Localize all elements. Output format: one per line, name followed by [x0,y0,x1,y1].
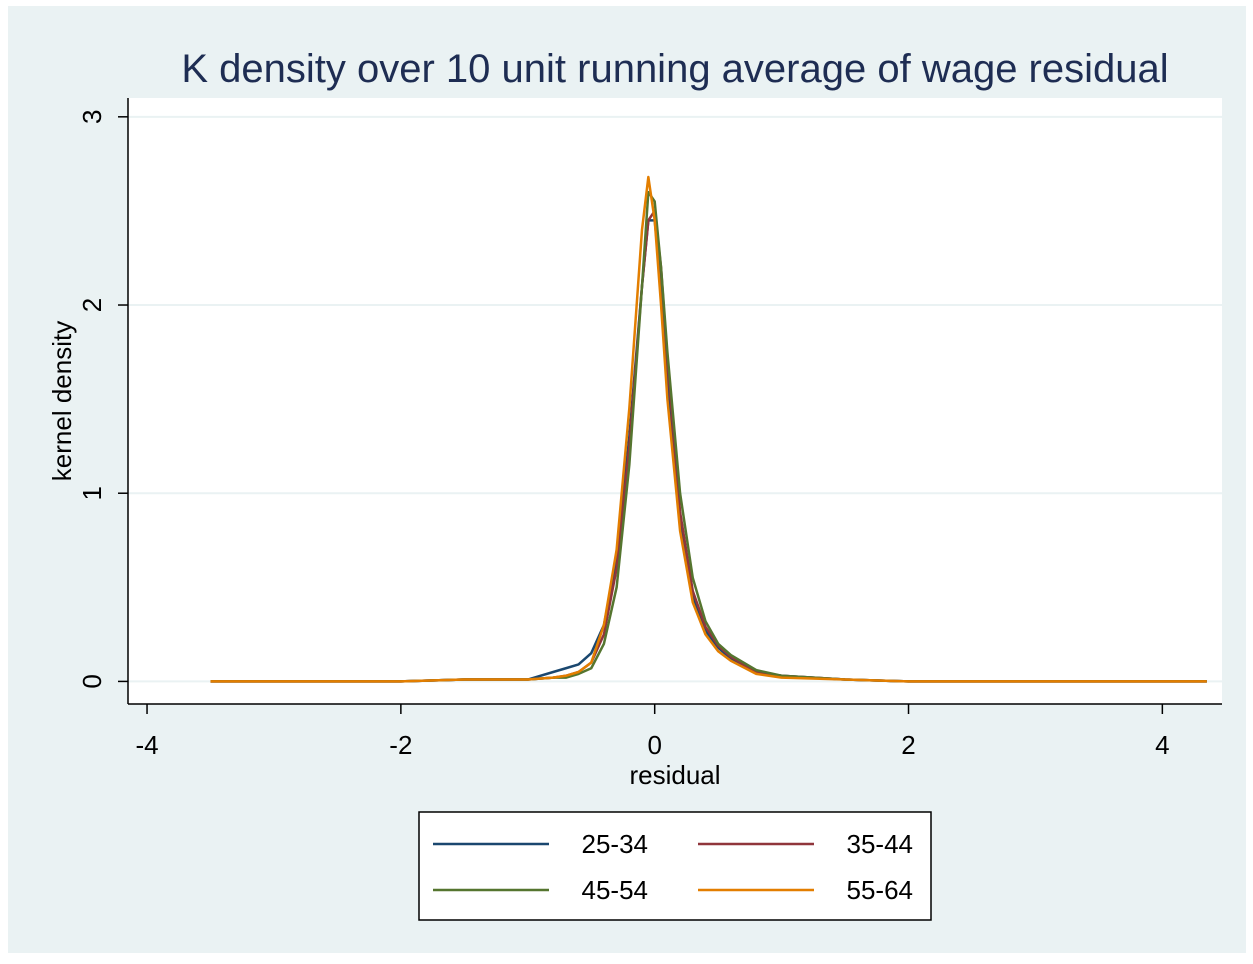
x-axis-label: residual [629,760,720,790]
y-tick-label: 2 [77,298,107,312]
legend-label: 55-64 [847,875,914,905]
legend-label: 45-54 [582,875,649,905]
y-tick-label: 1 [77,486,107,500]
y-axis-label: kernel density [47,321,77,481]
legend-label: 35-44 [847,829,914,859]
x-tick-label: 0 [647,730,661,760]
plot-area [128,98,1222,704]
chart-title: K density over 10 unit running average o… [181,47,1168,91]
series-line [210,175,1207,683]
legend-label: 25-34 [582,829,649,859]
x-tick-label: -2 [389,730,412,760]
legend [418,811,932,921]
x-tick-label: 4 [1155,730,1169,760]
x-tick-label: -4 [135,730,158,760]
y-tick-label: 3 [77,110,107,124]
x-tick-label: 2 [901,730,915,760]
y-tick-label: 0 [77,674,107,688]
